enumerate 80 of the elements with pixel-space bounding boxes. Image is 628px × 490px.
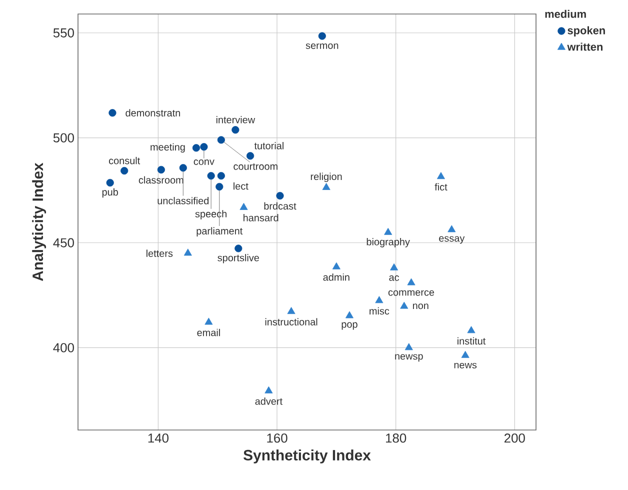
annotation: fict bbox=[434, 183, 448, 191]
point bbox=[332, 262, 340, 270]
point bbox=[216, 182, 224, 191]
point bbox=[276, 192, 284, 200]
x-axis-title: Syntheticity Index bbox=[244, 450, 371, 464]
annotation: misc bbox=[370, 307, 390, 315]
point bbox=[375, 296, 384, 304]
annotation: unclassified bbox=[158, 196, 209, 204]
point bbox=[192, 144, 200, 152]
point bbox=[200, 143, 208, 151]
point bbox=[207, 172, 215, 180]
point bbox=[240, 202, 248, 210]
point bbox=[184, 248, 192, 256]
point bbox=[322, 182, 330, 190]
annotation: non bbox=[412, 304, 428, 310]
point bbox=[204, 318, 213, 325]
point bbox=[318, 32, 326, 40]
annotation: parliament bbox=[196, 227, 243, 236]
point bbox=[345, 311, 354, 318]
annotation: interview bbox=[216, 116, 256, 124]
annotation: admin bbox=[323, 273, 350, 281]
point bbox=[246, 152, 254, 160]
x-tick-label: 200 bbox=[504, 434, 525, 443]
point bbox=[217, 136, 225, 144]
annotation: tutorial bbox=[254, 142, 284, 150]
annotation: demonstratn bbox=[126, 109, 180, 116]
point bbox=[287, 307, 296, 314]
point bbox=[179, 164, 187, 172]
point bbox=[467, 326, 476, 334]
y-tick-label: 500 bbox=[53, 133, 74, 142]
annotation: email bbox=[197, 328, 220, 336]
annotation: consult bbox=[108, 156, 140, 164]
point bbox=[448, 225, 456, 232]
y-axis-title: Analyticity Index bbox=[32, 162, 46, 281]
annotation: pub bbox=[102, 188, 118, 198]
x-tick-label: 140 bbox=[148, 434, 169, 443]
annotation: sermon bbox=[306, 43, 338, 49]
y-tick-label: 550 bbox=[53, 28, 74, 38]
annotation: meeting bbox=[150, 143, 185, 153]
y-tick-label: 450 bbox=[53, 238, 74, 248]
annotation: advert bbox=[255, 397, 282, 405]
x-tick-label: 180 bbox=[386, 434, 406, 443]
legend-label: spoken bbox=[568, 26, 605, 36]
point bbox=[108, 109, 116, 117]
point bbox=[400, 302, 408, 309]
annotation: ac bbox=[389, 275, 400, 281]
annotation: hansard bbox=[244, 214, 278, 222]
annotation: newsp bbox=[395, 354, 423, 362]
point bbox=[106, 178, 114, 187]
point bbox=[157, 166, 165, 174]
point bbox=[217, 172, 225, 180]
legend-label: written bbox=[567, 42, 602, 51]
point bbox=[120, 166, 128, 175]
annotation: news bbox=[454, 362, 477, 368]
annotation: speech bbox=[195, 210, 226, 220]
point bbox=[232, 126, 240, 134]
annotation: commerce bbox=[388, 290, 434, 296]
point bbox=[390, 263, 398, 270]
annotation: sportslive bbox=[218, 254, 259, 264]
annotation: essay bbox=[439, 236, 465, 244]
annotation: lect bbox=[234, 182, 248, 190]
legend-title: medium bbox=[545, 10, 586, 18]
point bbox=[264, 386, 273, 394]
annotation: pop bbox=[342, 322, 358, 330]
annotation: conv bbox=[194, 160, 214, 165]
point bbox=[384, 228, 392, 235]
point bbox=[407, 278, 416, 286]
x-tick-label: 160 bbox=[267, 434, 288, 443]
annotation: religion bbox=[310, 172, 342, 182]
point bbox=[436, 172, 445, 180]
point bbox=[461, 350, 470, 358]
annotation: instructional bbox=[265, 318, 318, 326]
point bbox=[234, 244, 242, 252]
annotation: biography bbox=[366, 238, 410, 248]
annotation: letters bbox=[146, 250, 173, 257]
annotation: brdcast bbox=[264, 202, 296, 210]
annotation: courtroom bbox=[234, 163, 278, 170]
annotation: institut bbox=[458, 337, 486, 345]
point bbox=[404, 343, 413, 350]
y-tick-label: 400 bbox=[53, 343, 74, 352]
